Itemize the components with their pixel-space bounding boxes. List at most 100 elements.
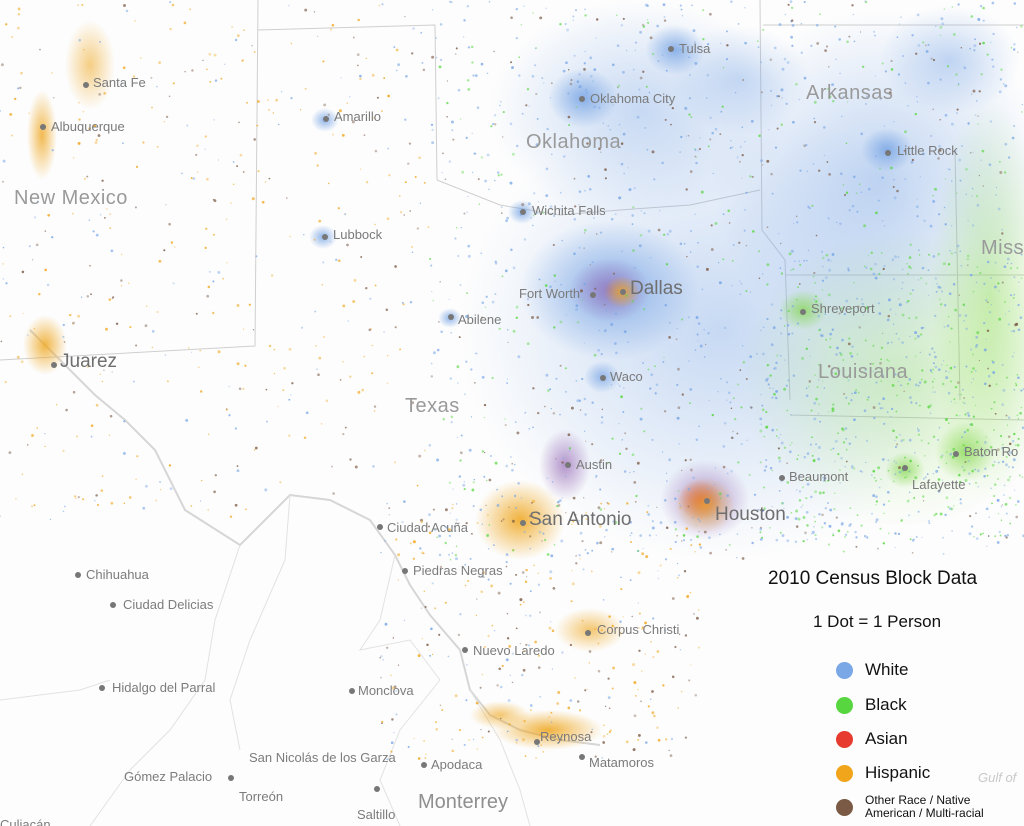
population-dot [1020, 277, 1023, 280]
city-label-lubbock[interactable]: Lubbock [333, 227, 383, 242]
city-marker [620, 289, 626, 295]
population-dot [914, 383, 918, 387]
city-label-oklahoma-city[interactable]: Oklahoma City [590, 91, 676, 106]
population-dot [570, 406, 574, 410]
city-label-piedras-negras[interactable]: Piedras Negras [413, 563, 503, 578]
city-label-albuquerque[interactable]: Albuquerque [51, 119, 125, 134]
population-dot [82, 110, 85, 113]
population-dot [689, 402, 691, 404]
city-label-saltillo[interactable]: Saltillo [357, 807, 396, 822]
population-dot [917, 279, 920, 281]
population-dot [559, 364, 562, 367]
city-label-corpus-christi[interactable]: Corpus Christi [597, 622, 680, 637]
city-label-little-rock[interactable]: Little Rock [897, 143, 958, 158]
population-dot [134, 206, 137, 209]
city-label-shreveport[interactable]: Shreveport [811, 301, 875, 316]
population-dot [948, 507, 952, 511]
population-dot [512, 549, 515, 551]
population-dot [537, 583, 541, 586]
population-dot [395, 48, 399, 52]
city-label-fort-worth[interactable]: Fort Worth [519, 286, 581, 301]
population-dot [880, 252, 883, 254]
population-dot [593, 353, 597, 357]
city-label-wichita-falls[interactable]: Wichita Falls [532, 203, 606, 218]
population-dot [199, 349, 201, 352]
population-dot [736, 383, 740, 386]
population-dot [1007, 156, 1011, 159]
city-label-ciudad-delicias[interactable]: Ciudad Delicias [123, 597, 214, 612]
population-dot [953, 505, 955, 507]
city-label-beaumont[interactable]: Beaumont [789, 469, 849, 484]
population-dot [994, 535, 996, 537]
population-dot [923, 327, 925, 329]
population-dot [432, 299, 434, 302]
city-label-torreon[interactable]: Torreón [239, 789, 284, 804]
population-dot [454, 237, 457, 240]
population-dot [1003, 171, 1007, 174]
population-dot [273, 372, 276, 375]
population-dot [732, 397, 735, 399]
population-dot [924, 455, 926, 457]
population-dot [711, 514, 713, 516]
city-label-culiacan[interactable]: Culiacán [0, 817, 51, 826]
population-dot [684, 736, 688, 739]
city-label-gomez-palacio[interactable]: Gómez Palacio [124, 769, 213, 784]
population-dot [839, 222, 842, 226]
city-label-waco[interactable]: Waco [610, 369, 643, 384]
city-label-juarez[interactable]: Juarez [60, 351, 118, 372]
city-label-san-nicolas[interactable]: San Nicolás de los Garza [249, 750, 396, 765]
population-dot [908, 317, 911, 320]
population-dot [909, 396, 912, 399]
population-dot [956, 192, 958, 194]
population-dot [570, 79, 573, 81]
population-dot [534, 47, 537, 50]
city-label-nuevo-laredo[interactable]: Nuevo Laredo [473, 643, 555, 658]
population-dot [813, 401, 817, 405]
population-dot [551, 668, 554, 670]
city-label-dallas[interactable]: Dallas [630, 278, 683, 299]
population-dot [677, 490, 680, 492]
population-dot [866, 398, 869, 401]
population-dot [666, 480, 668, 482]
population-dot [1021, 476, 1024, 479]
population-dot [604, 705, 607, 708]
population-dot [640, 700, 643, 703]
population-dot [867, 396, 870, 399]
city-label-houston[interactable]: Houston [715, 504, 786, 525]
population-dot [857, 305, 860, 308]
city-label-matamoros[interactable]: Matamoros [589, 755, 655, 770]
city-marker [779, 475, 785, 481]
population-dot [571, 523, 573, 526]
city-label-santa-fe[interactable]: Santa Fe [93, 75, 146, 90]
population-dot [958, 294, 961, 296]
population-dot [546, 553, 550, 556]
city-label-tulsa[interactable]: Tulsa [679, 41, 711, 56]
city-label-reynosa[interactable]: Reynosa [540, 729, 592, 744]
population-dot [649, 36, 653, 40]
population-dot [88, 219, 91, 221]
city-label-monclova[interactable]: Monclova [358, 683, 414, 698]
city-label-austin[interactable]: Austin [576, 457, 613, 472]
population-dot [844, 533, 848, 536]
population-dot [120, 285, 123, 287]
city-label-san-antonio[interactable]: San Antonio [529, 509, 632, 530]
city-label-chihuahua[interactable]: Chihuahua [86, 567, 149, 582]
population-dot [792, 374, 796, 377]
population-dot [622, 410, 625, 414]
city-label-hidalgo-del-parral[interactable]: Hidalgo del Parral [112, 680, 216, 695]
population-dot [854, 530, 857, 534]
population-dot [804, 478, 807, 480]
city-label-ciudad-acuna[interactable]: Ciudad Acuña [387, 520, 468, 535]
city-label-amarillo[interactable]: Amarillo [334, 109, 381, 124]
city-label-apodaca[interactable]: Apodaca [431, 757, 483, 772]
city-label-baton-rouge[interactable]: Baton Ro [964, 444, 1019, 459]
city-label-lafayette[interactable]: Lafayette [912, 477, 966, 492]
state-label-arkansas: Arkansas [806, 82, 894, 104]
city-label-monterrey[interactable]: Monterrey [418, 791, 509, 813]
population-dot [766, 364, 770, 367]
population-dot [1016, 500, 1020, 503]
city-label-abilene[interactable]: Abilene [458, 312, 502, 327]
population-dot [461, 170, 465, 174]
population-dot [642, 361, 645, 364]
